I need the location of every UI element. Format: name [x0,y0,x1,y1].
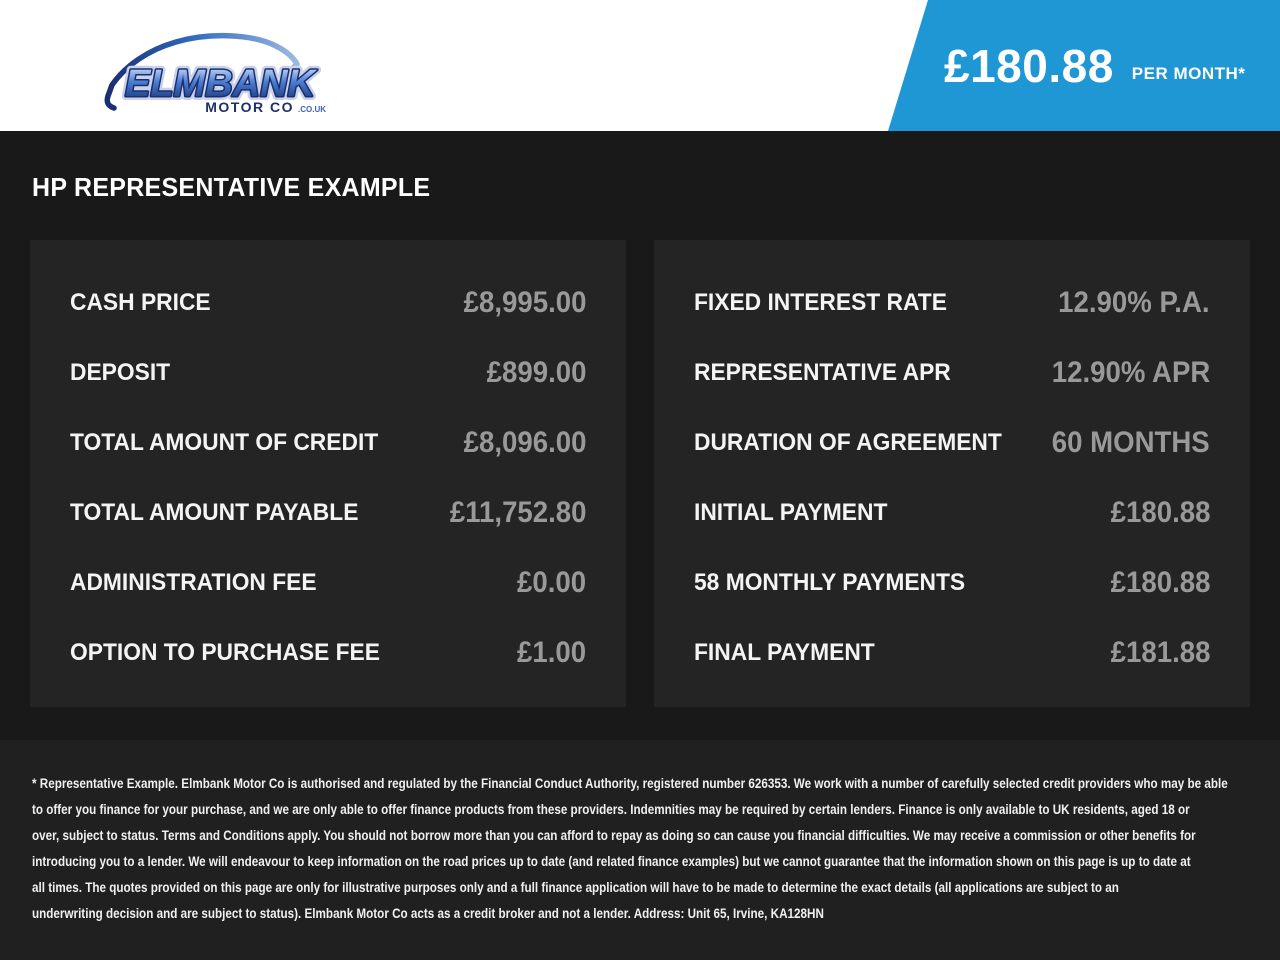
row-value: £180.88 [1110,566,1210,599]
elmbank-logo: ELMBANK ELMBANK ELMBANK MOTOR CO .CO.UK [104,32,326,115]
row-label: CASH PRICE [70,289,211,316]
row-label: ADMINISTRATION FEE [70,569,317,596]
row-label: FINAL PAYMENT [694,639,875,666]
row-value: £8,995.00 [463,286,586,319]
car-outline-icon [104,32,300,111]
finance-row-apr: REPRESENTATIVE APR 12.90% APR [694,338,1210,408]
row-value: £0.00 [516,566,586,599]
row-value: 12.90% APR [1051,356,1210,389]
row-value: £181.88 [1110,636,1210,669]
logo-domain: .CO.UK [298,105,326,114]
row-label: TOTAL AMOUNT OF CREDIT [70,429,379,456]
finance-row-final-payment: FINAL PAYMENT £181.88 [694,618,1210,688]
row-value: 12.90% P.A. [1058,286,1210,319]
finance-panel-left: CASH PRICE £8,995.00 DEPOSIT £899.00 TOT… [30,240,626,707]
row-label: INITIAL PAYMENT [694,499,888,526]
disclaimer-line: * Representative Example. Elmbank Motor … [32,776,1228,791]
legal-disclaimer: * Representative Example. Elmbank Motor … [0,740,1280,960]
row-value: £899.00 [486,356,586,389]
row-label: 58 MONTHLY PAYMENTS [694,569,966,596]
finance-row-initial-payment: INITIAL PAYMENT £180.88 [694,478,1210,548]
disclaimer-line: underwriting decision and are subject to… [32,906,824,921]
finance-row-interest-rate: FIXED INTEREST RATE 12.90% P.A. [694,268,1210,338]
finance-row-monthly-payments: 58 MONTHLY PAYMENTS £180.88 [694,548,1210,618]
row-value: £180.88 [1110,496,1210,529]
monthly-price-banner: £180.88 PER MONTH* [888,0,1280,131]
finance-panel-right: FIXED INTEREST RATE 12.90% P.A. REPRESEN… [654,240,1250,707]
finance-panels: CASH PRICE £8,995.00 DEPOSIT £899.00 TOT… [30,240,1250,707]
finance-row-admin-fee: ADMINISTRATION FEE £0.00 [70,548,586,618]
row-value: 60 MONTHS [1052,426,1210,459]
finance-row-total-credit: TOTAL AMOUNT OF CREDIT £8,096.00 [70,408,586,478]
monthly-price-period: PER MONTH* [1131,63,1246,83]
row-value: £1.00 [516,636,586,669]
site-header: ELMBANK ELMBANK ELMBANK MOTOR CO .CO.UK … [0,0,1280,131]
row-value: £8,096.00 [463,426,586,459]
monthly-price: £180.88 [944,39,1114,92]
row-label: FIXED INTEREST RATE [694,289,947,316]
disclaimer-line: all times. The quotes provided on this p… [32,880,1119,895]
logo-tagline: MOTOR CO [205,99,294,115]
row-label: TOTAL AMOUNT PAYABLE [70,499,359,526]
row-label: OPTION TO PURCHASE FEE [70,639,380,666]
row-label: DURATION OF AGREEMENT [694,429,1002,456]
row-label: DEPOSIT [70,359,171,386]
finance-row-purchase-fee: OPTION TO PURCHASE FEE £1.00 [70,618,586,688]
disclaimer-line: over, subject to status. Terms and Condi… [32,828,1196,843]
finance-row-cash-price: CASH PRICE £8,995.00 [70,268,586,338]
disclaimer-line: to offer you finance for your purchase, … [32,802,1190,817]
finance-row-deposit: DEPOSIT £899.00 [70,338,586,408]
finance-row-duration: DURATION OF AGREEMENT 60 MONTHS [694,408,1210,478]
page-title: HP REPRESENTATIVE EXAMPLE [32,172,431,202]
finance-row-total-payable: TOTAL AMOUNT PAYABLE £11,752.80 [70,478,586,548]
row-label: REPRESENTATIVE APR [694,359,951,386]
logo-wordmark-outline: ELMBANK [125,63,318,105]
finance-example-section: HP REPRESENTATIVE EXAMPLE CASH PRICE £8,… [0,131,1280,740]
disclaimer-line: introducing you to a lender. We will end… [32,854,1191,869]
logo-wordmark: ELMBANK [125,63,318,105]
row-value: £11,752.80 [449,496,586,529]
logo-wordmark-stroke: ELMBANK [125,63,318,105]
